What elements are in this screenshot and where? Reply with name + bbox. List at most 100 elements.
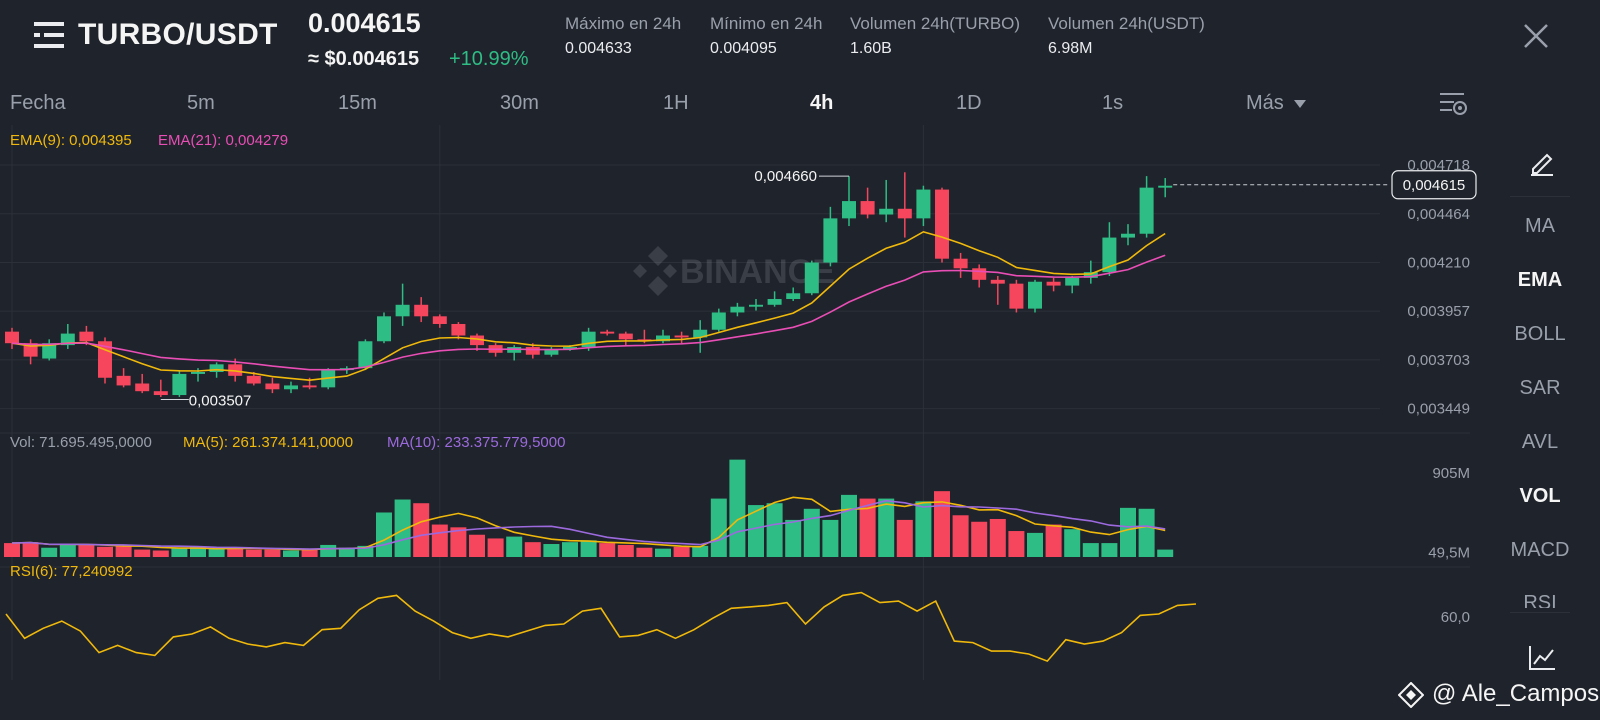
indicator-boll[interactable]: BOLL — [1514, 323, 1566, 345]
candle-body — [209, 364, 224, 372]
last-price: 0.004615 — [308, 8, 421, 38]
tab-1d[interactable]: 1D — [956, 92, 982, 114]
volume-bar — [469, 534, 485, 557]
indicator-sar[interactable]: SAR — [1519, 377, 1561, 399]
indicator-macd[interactable]: MACD — [1510, 539, 1570, 561]
volume-bar — [971, 521, 988, 557]
candle-body — [1083, 272, 1098, 278]
tab-fecha[interactable]: Fecha — [10, 92, 66, 114]
volume-bar — [1064, 529, 1081, 557]
tab-4h[interactable]: 4h — [810, 92, 834, 114]
volume-bar — [841, 494, 857, 557]
legend-ema9: EMA(9): 0,004395 — [10, 132, 132, 149]
candle-body — [618, 333, 633, 340]
legend-rsi: RSI(6): 77,240992 — [10, 563, 133, 580]
current-price-label: 0,004615 — [1403, 177, 1466, 194]
candle-body — [414, 304, 429, 317]
tab-5m[interactable]: 5m — [187, 92, 215, 114]
trading-pair[interactable]: TURBO/USDT — [78, 18, 278, 51]
volume-bar — [264, 549, 281, 557]
volume-bar — [785, 519, 802, 557]
tab-1s[interactable]: 1s — [1102, 92, 1124, 114]
indicator-ema[interactable]: EMA — [1517, 269, 1563, 291]
volume-bar — [915, 501, 932, 557]
volume-bar — [710, 498, 727, 557]
ema9-line — [11, 230, 1166, 382]
volume-bar — [878, 498, 895, 557]
volume-bar — [413, 503, 430, 557]
volume-bar — [450, 527, 467, 557]
tab-more-label: Más — [1246, 92, 1284, 114]
volume-bar — [1120, 507, 1136, 557]
volume-bar — [245, 549, 262, 557]
candle-body — [116, 375, 131, 386]
candle-body — [377, 316, 391, 342]
volume-bar — [1101, 543, 1118, 557]
current-price-box — [1391, 170, 1477, 200]
legend-vol: Vol: 71.695.495,0000 — [10, 434, 152, 451]
legend-ma5: MA(5): 261.374.141,0000 — [183, 434, 353, 451]
stat-low-label: Mínimo en 24h — [710, 14, 823, 33]
candle-body — [897, 208, 912, 219]
volume-bar — [524, 542, 541, 557]
volume-bar — [487, 538, 504, 557]
legend-ma10: MA(10): 233.375.779,5000 — [387, 434, 565, 451]
tab-15m[interactable]: 15m — [338, 92, 377, 114]
axis-labels: 0,004718 0,004464 0,004210 0,003957 0,003703… — [1407, 157, 1470, 626]
indicator-rsi[interactable]: RSI — [1523, 592, 1557, 608]
price-axis-label: 0,004464 — [1407, 206, 1470, 223]
candle-body — [804, 262, 819, 294]
volume-bar — [301, 549, 318, 557]
indicator-vol[interactable]: VOL — [1519, 485, 1561, 507]
chart-settings-icon[interactable] — [1438, 90, 1468, 116]
volume-bar — [506, 536, 523, 557]
price-chart[interactable]: BINANCE 0,004718 0,004464 0,004210 0,003957… — [0, 125, 1478, 680]
volume-bar — [655, 548, 671, 557]
candle-body — [879, 208, 894, 215]
candle-body — [1158, 185, 1173, 188]
volume-bar — [171, 547, 188, 557]
volume-bar — [1008, 531, 1025, 557]
close-icon[interactable] — [1522, 22, 1550, 50]
candle-body — [674, 335, 689, 338]
candle-body — [711, 312, 726, 330]
candle-body — [265, 383, 280, 390]
volume-bar — [636, 547, 653, 557]
candle-body — [1028, 281, 1042, 309]
candle-body — [842, 201, 856, 219]
indicator-avl[interactable]: AVL — [1521, 431, 1559, 453]
volume-bar — [431, 524, 448, 557]
menu-icon[interactable] — [34, 20, 64, 50]
volume-bar — [59, 544, 76, 557]
tab-30m[interactable]: 30m — [500, 92, 539, 114]
annotations: 0,004660 0,003507 0,004615 — [160, 168, 1477, 410]
volume-bar — [22, 542, 39, 557]
volume-bar — [283, 550, 299, 557]
volume-bar — [4, 543, 20, 557]
rsi-line — [5, 591, 1197, 663]
volume-bar — [934, 491, 950, 557]
rsi6-line — [5, 591, 1197, 663]
candle-body — [358, 341, 373, 369]
candle-body — [135, 383, 150, 392]
candle-body — [432, 316, 447, 324]
legend-ema21: EMA(21): 0,004279 — [158, 132, 288, 149]
candle-body — [284, 385, 298, 390]
draw-pencil-icon[interactable] — [1528, 148, 1556, 176]
price-axis-label: 0,003703 — [1407, 352, 1470, 369]
stat-vol-quote-label: Volumen 24h(USDT) — [1048, 14, 1205, 33]
candle-body — [60, 333, 75, 346]
tab-1h[interactable]: 1H — [663, 92, 689, 114]
volume-bar — [1082, 543, 1099, 557]
candle-body — [823, 218, 838, 263]
tab-more[interactable]: Más — [1246, 92, 1307, 115]
volume-bar — [190, 546, 206, 557]
candle-body — [767, 299, 782, 305]
stat-vol-base-value: 1.60B — [850, 40, 892, 57]
indicator-ma[interactable]: MA — [1525, 215, 1555, 237]
binance-watermark: BINANCE — [633, 246, 835, 296]
volume-bar — [989, 518, 1006, 557]
candle-body — [42, 343, 57, 359]
candle-body — [507, 347, 522, 353]
indicator-chart-icon[interactable] — [1527, 644, 1557, 672]
